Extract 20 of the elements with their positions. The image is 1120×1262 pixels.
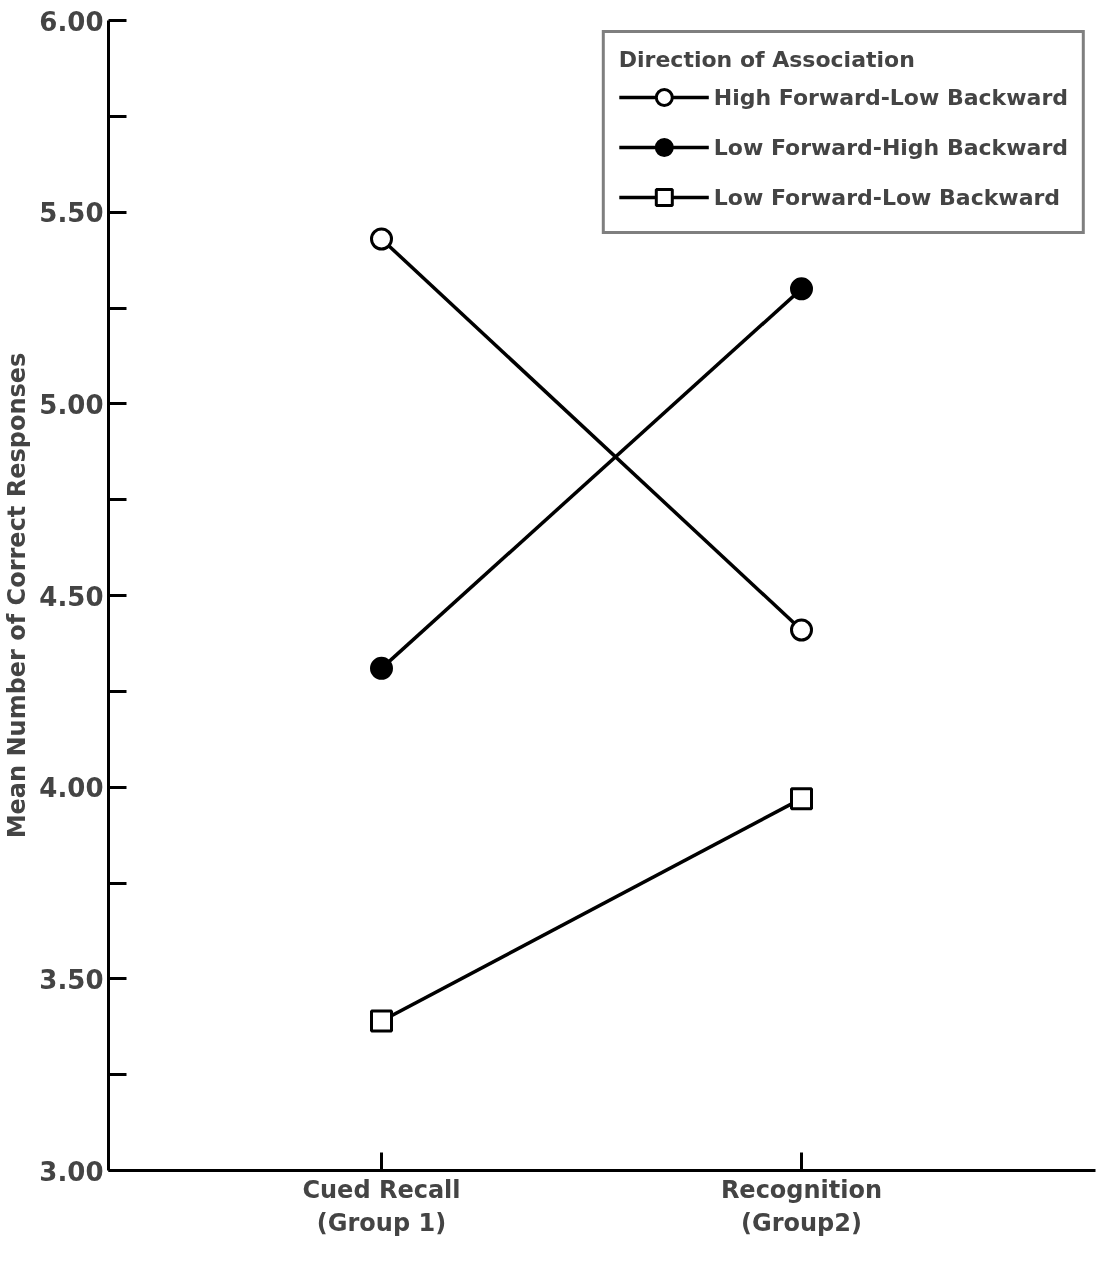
legend-label: Low Forward-Low Backward (713, 184, 1061, 210)
y-tick-label: 3.00 (39, 1156, 104, 1187)
point (790, 277, 813, 301)
y-axis-title: Mean Number of Correct Responses (3, 352, 32, 839)
y-tick-label: 4.50 (39, 581, 104, 612)
legend-title: Direction of Association (618, 47, 916, 72)
point (370, 656, 393, 680)
point (790, 618, 813, 642)
point (790, 787, 813, 811)
x-tick-label: Cued Recall (Group 1) (302, 1175, 461, 1238)
y-tick-label: 6.00 (39, 6, 104, 37)
x-tick-label: Recognition (Group2) (720, 1175, 883, 1238)
point (370, 1009, 393, 1033)
y-tick-label: 4.00 (39, 773, 104, 804)
legend-label: Low Forward-High Backward (713, 134, 1068, 160)
y-tick-label: 5.50 (39, 198, 104, 229)
y-tick-label: 3.50 (39, 964, 104, 995)
point (370, 227, 393, 251)
legend-label: High Forward-Low Backward (713, 84, 1068, 110)
y-tick-label: 5.00 (39, 389, 104, 420)
